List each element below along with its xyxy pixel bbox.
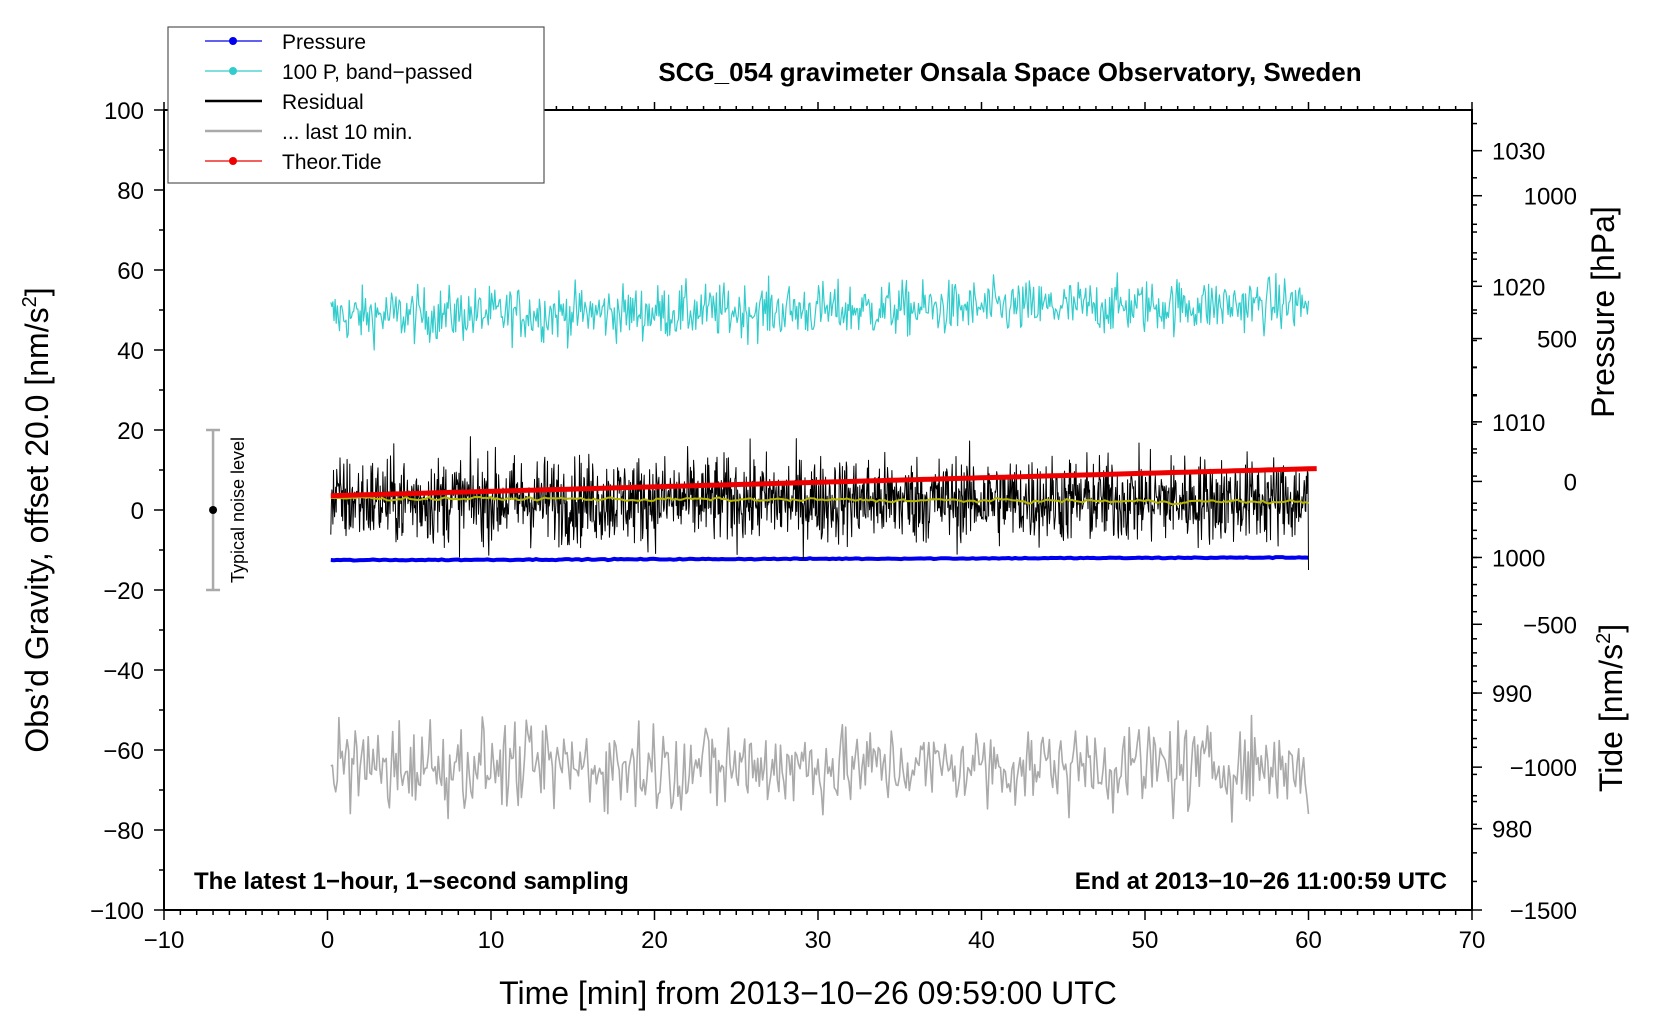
noise-level-label: Typical noise level [228, 437, 248, 583]
series-residual-smoothed [330, 495, 1309, 506]
end-time-note: End at 2013−10−26 11:00:59 UTC [1075, 868, 1447, 895]
legend-label: Pressure [282, 31, 366, 54]
y-tick-label: 0 [131, 498, 144, 525]
pressure-tick-label: 1000 [1492, 545, 1545, 572]
pressure-tick-label: 990 [1492, 681, 1532, 708]
x-tick-label: −10 [144, 927, 185, 954]
legend-marker [229, 67, 237, 75]
tide-tick-label: −1500 [1510, 898, 1577, 925]
series-layer [330, 272, 1317, 823]
pressure-tick-label: 1010 [1492, 410, 1545, 437]
legend-box [167, 26, 545, 184]
y-tick-label: −60 [103, 738, 144, 765]
x-axis-title: Time [min] from 2013−10−26 09:59:00 UTC [499, 975, 1117, 1011]
tide-tick-label: −1000 [1510, 755, 1577, 782]
legend-label: Theor.Tide [282, 151, 382, 174]
y-tick-label: −80 [103, 818, 144, 845]
legend-label: 100 P, band−passed [282, 61, 473, 84]
x-tick-label: 50 [1132, 927, 1159, 954]
legend-label: ... last 10 min. [282, 121, 413, 144]
y-tick-label: 80 [117, 178, 144, 205]
legend: Pressure 100 P, band−passed Residual ... la… [167, 26, 545, 184]
legend-marker [229, 157, 237, 165]
series-theoretical-tide [330, 466, 1317, 499]
tide-tick-label: 500 [1537, 327, 1577, 354]
tide-tick-label: 0 [1564, 469, 1577, 496]
chart-title: SCG_054 gravimeter Onsala Space Observat… [658, 57, 1361, 87]
legend-label: Residual [282, 91, 364, 114]
noise-center-dot [209, 506, 218, 514]
sampling-note: The latest 1−hour, 1−second sampling [194, 868, 629, 895]
y-axis-title-pressure: Pressure [hPa] [1585, 206, 1621, 418]
series-bandpassed-pressure [330, 272, 1310, 351]
pressure-tick-label: 1020 [1492, 274, 1545, 301]
legend-marker [229, 37, 237, 45]
series-pressure [330, 555, 1309, 563]
y-tick-label: −40 [103, 658, 144, 685]
y-tick-label: 20 [117, 418, 144, 445]
x-tick-label: 10 [478, 927, 505, 954]
tide-tick-label: 1000 [1524, 184, 1577, 211]
x-tick-label: 20 [641, 927, 668, 954]
series-residual [330, 436, 1309, 571]
x-tick-label: 40 [968, 927, 995, 954]
pressure-tick-label: 980 [1492, 817, 1532, 844]
pressure-tick-label: 1030 [1492, 139, 1545, 166]
x-tick-label: 70 [1459, 927, 1486, 954]
y-axis-title-tide: Tide [nm/s2] [1593, 624, 1629, 792]
x-tick-label: 0 [321, 927, 334, 954]
y-tick-label: −20 [103, 578, 144, 605]
axes-layer: −10 0 10 20 30 40 50 60 70100806040200−20−40−60−… [90, 98, 1577, 954]
series-last-10-min [330, 714, 1310, 823]
tide-tick-label: −500 [1523, 612, 1577, 639]
y-tick-label: −100 [90, 898, 144, 925]
y-axis-title-left: Obs’d Gravity, offset 20.0 [nm/s2] [19, 287, 55, 752]
noise-level-indicator [206, 428, 221, 592]
y-tick-label: 100 [104, 98, 144, 125]
x-tick-label: 60 [1295, 927, 1322, 954]
y-tick-label: 60 [117, 258, 144, 285]
y-tick-label: 40 [117, 338, 144, 365]
x-tick-label: 30 [805, 927, 832, 954]
